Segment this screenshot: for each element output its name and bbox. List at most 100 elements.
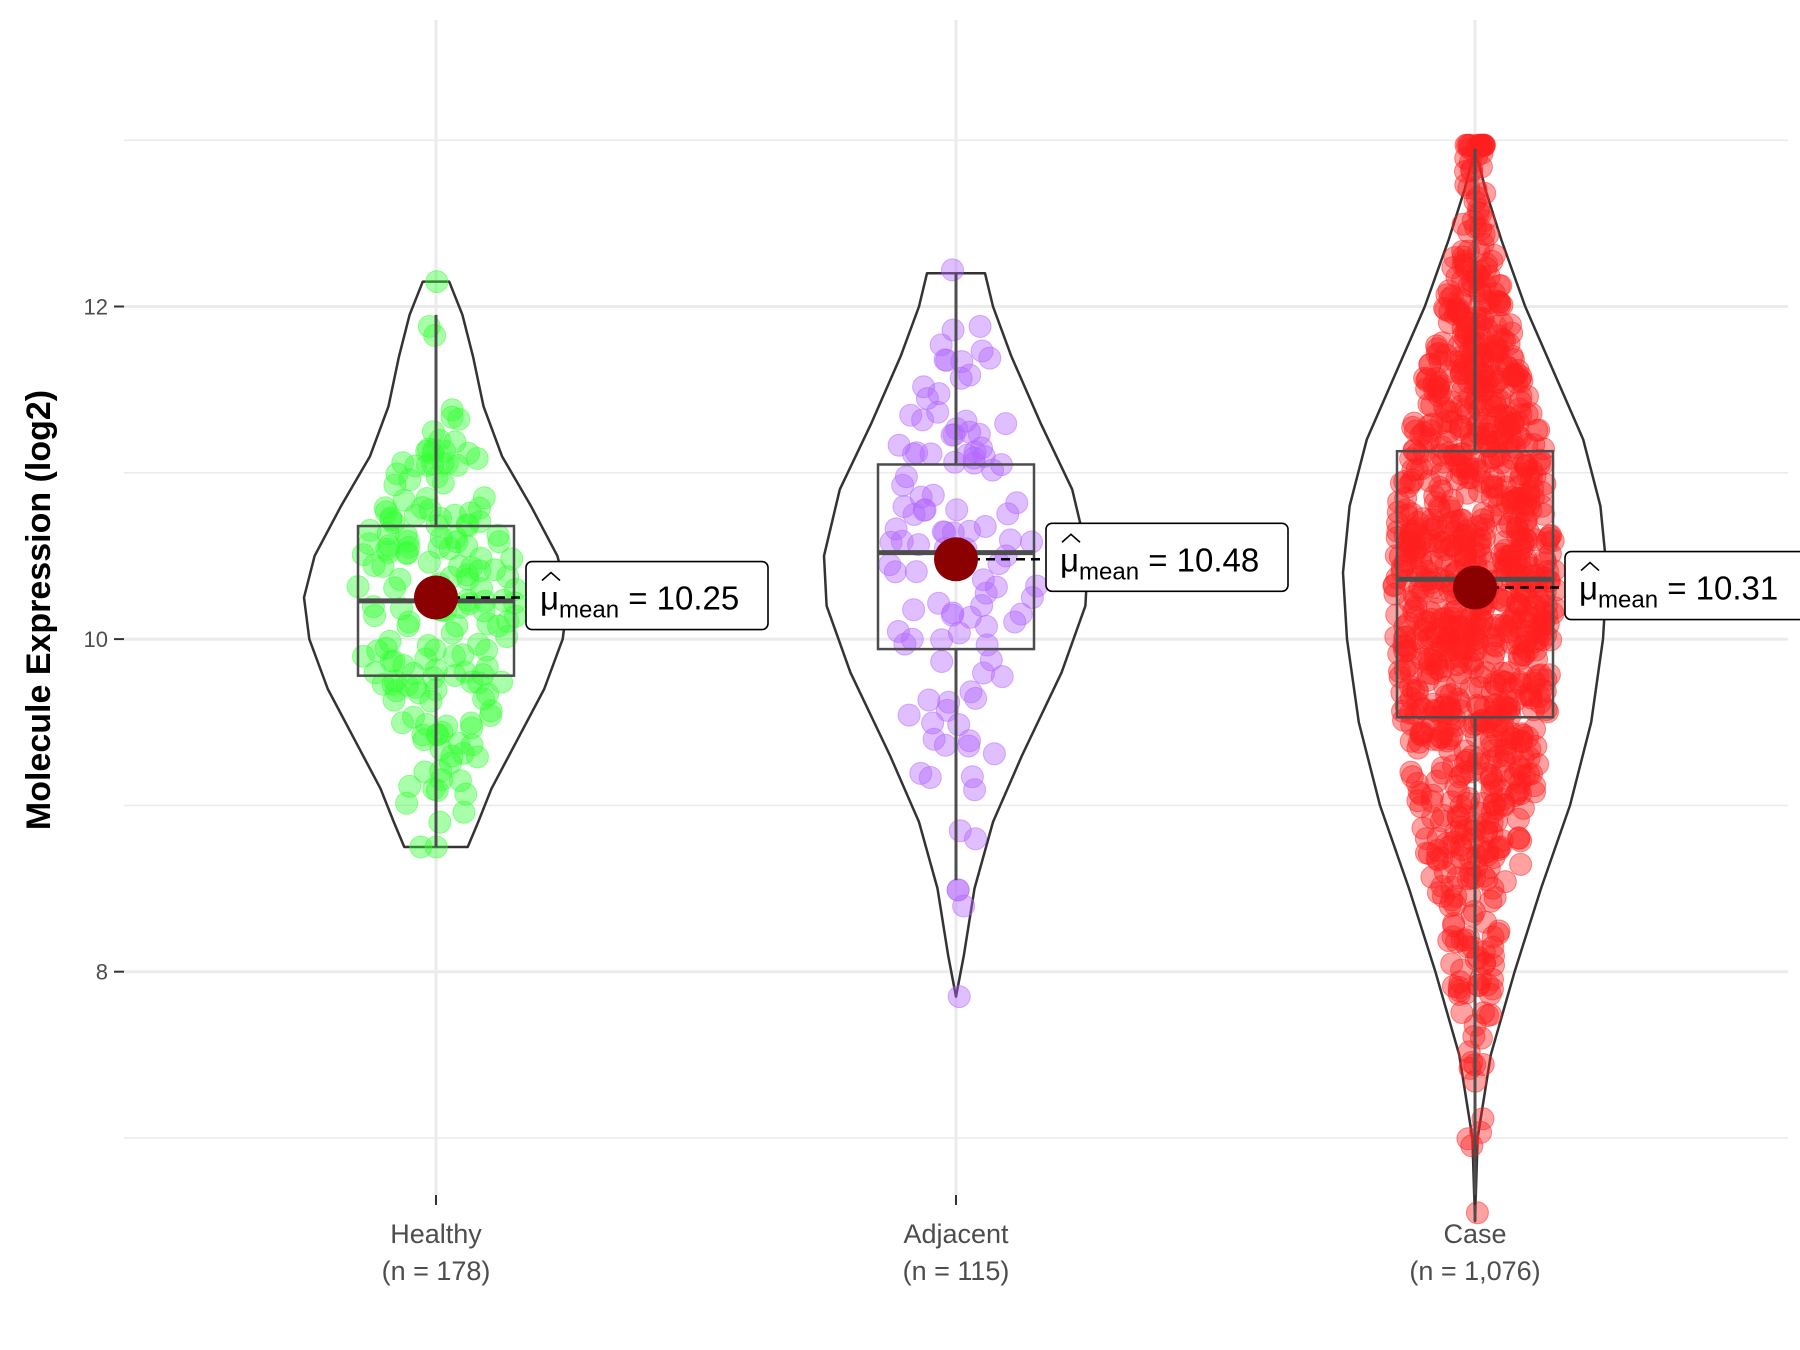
- data-point: [1450, 508, 1474, 532]
- data-point: [1421, 692, 1445, 716]
- data-point: [366, 639, 390, 663]
- violin-adjacent: [822, 271, 1090, 998]
- data-point: [1448, 691, 1472, 715]
- data-point: [952, 894, 976, 918]
- data-point: [1500, 344, 1524, 368]
- data-point: [475, 655, 499, 679]
- boxplots: [356, 148, 1555, 1222]
- data-point: [982, 742, 1006, 766]
- data-point: [440, 405, 464, 429]
- data-point: [922, 727, 946, 751]
- data-point: [1532, 502, 1555, 526]
- data-point: [886, 620, 910, 643]
- data-point: [1472, 133, 1496, 157]
- data-point: [1472, 526, 1496, 550]
- mean-hat: [541, 571, 561, 582]
- data-point: [1525, 647, 1549, 671]
- data-point: [1470, 708, 1494, 732]
- data-point: [1460, 1050, 1484, 1074]
- data-point: [382, 511, 406, 535]
- data-point: [959, 680, 983, 704]
- data-point: [1516, 639, 1539, 663]
- data-point: [398, 774, 422, 798]
- data-point: [949, 366, 973, 390]
- data-point: [1480, 821, 1504, 845]
- data-point: [984, 575, 1008, 599]
- data-point: [402, 705, 425, 729]
- data-point: [1509, 852, 1533, 876]
- data-point: [918, 766, 942, 789]
- data-point: [500, 547, 524, 571]
- data-point: [1457, 386, 1481, 410]
- data-point: [1464, 457, 1488, 481]
- data-point: [457, 441, 480, 465]
- data-point: [1496, 515, 1519, 539]
- data-point: [1482, 944, 1505, 968]
- data-point: [935, 698, 959, 722]
- data-point: [947, 621, 971, 645]
- data-point: [440, 398, 464, 422]
- data-point: [1486, 745, 1510, 769]
- data-point: [1437, 929, 1461, 953]
- data-point: [994, 544, 1018, 568]
- data-point: [970, 436, 993, 460]
- data-point: [968, 314, 992, 338]
- data-point: [933, 733, 957, 757]
- data-point: [470, 577, 493, 600]
- data-point: [1453, 252, 1477, 276]
- data-point: [1474, 820, 1498, 844]
- violin-healthy: [302, 280, 570, 849]
- data-point: [1476, 840, 1500, 864]
- data-point: [1440, 606, 1464, 630]
- data-point: [475, 638, 498, 662]
- data-point: [1506, 592, 1530, 616]
- data-point: [1448, 287, 1472, 311]
- data-point: [1506, 632, 1530, 656]
- data-point: [1455, 748, 1479, 772]
- data-point: [1509, 782, 1532, 806]
- data-point: [902, 503, 926, 526]
- mean-label-text: μmean = 10.25: [540, 580, 739, 624]
- mean-hat: [1061, 533, 1081, 543]
- data-point: [978, 346, 1002, 370]
- data-point: [972, 444, 996, 468]
- data-point: [373, 496, 397, 520]
- data-point: [1387, 490, 1411, 514]
- data-point: [449, 769, 472, 793]
- data-point: [1412, 421, 1436, 445]
- data-point: [1523, 774, 1547, 798]
- data-point: [1003, 610, 1027, 634]
- data-point: [1476, 973, 1500, 997]
- data-point: [1465, 1201, 1489, 1225]
- data-point: [1482, 792, 1506, 816]
- data-point: [363, 604, 387, 628]
- data-point: [1479, 889, 1503, 913]
- data-point: [1498, 697, 1522, 720]
- data-point: [1460, 760, 1484, 783]
- data-point: [1480, 476, 1504, 499]
- data-point: [1417, 842, 1441, 866]
- data-point: [979, 648, 1003, 672]
- data-point: [395, 541, 419, 565]
- data-point: [1433, 675, 1457, 699]
- data-point: [451, 643, 475, 667]
- x-category-count: (n = 1,076): [1409, 1256, 1540, 1286]
- data-point: [899, 403, 923, 427]
- data-point: [391, 711, 414, 735]
- data-point: [1455, 481, 1479, 505]
- data-point: [1393, 625, 1417, 649]
- data-point: [395, 791, 419, 815]
- data-point: [1485, 370, 1509, 394]
- data-point: [909, 485, 933, 509]
- data-point: [1405, 771, 1429, 795]
- data-point: [417, 550, 441, 574]
- data-point: [947, 713, 971, 737]
- data-point: [902, 598, 926, 622]
- data-point: [1425, 334, 1449, 358]
- data-point: [912, 375, 936, 399]
- data-point: [1460, 1134, 1484, 1158]
- data-point: [1468, 533, 1492, 557]
- data-point: [1484, 613, 1508, 637]
- data-point: [941, 601, 965, 625]
- data-point: [909, 761, 933, 785]
